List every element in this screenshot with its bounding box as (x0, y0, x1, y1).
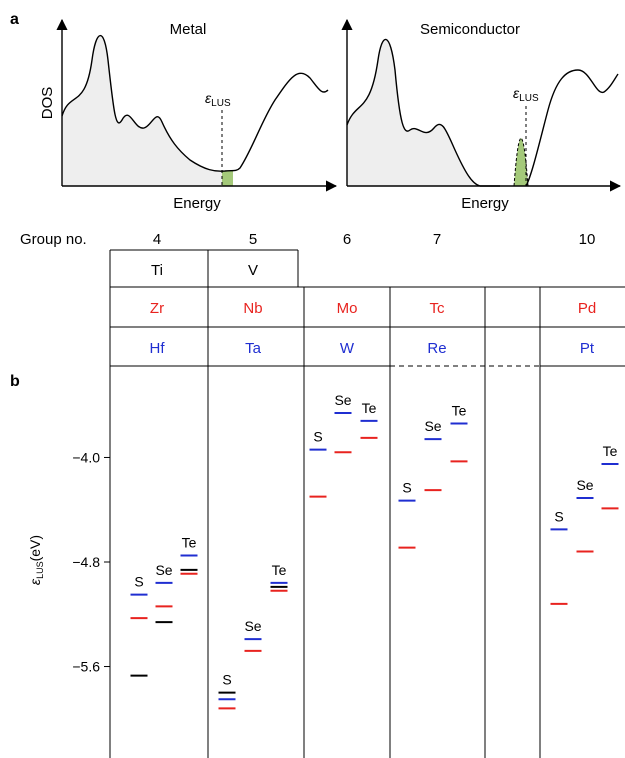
panel-b-label: b (10, 373, 20, 390)
chalcogen-label-7-s: S (402, 480, 411, 496)
chalcogen-label-5-s: S (222, 672, 231, 688)
metal-x-label: Energy (173, 195, 221, 212)
metal-dos-curve (61, 35, 329, 172)
element-cell-ti: Ti (151, 262, 163, 279)
chalcogen-label-10-s: S (554, 508, 563, 524)
element-cell-zr: Zr (150, 300, 164, 317)
group-header-6: 6 (343, 231, 351, 248)
element-cell-v: V (248, 262, 258, 279)
element-cell-re: Re (427, 340, 446, 357)
element-cell-nb: Nb (243, 300, 262, 317)
chalcogen-label-5-se: Se (244, 618, 261, 634)
element-table: Group no. 4 5 6 7 10 Ti V Zr Nb Mo Tc Pd Hf Ta W Re Pt (20, 231, 625, 758)
chalcogen-label-7-te: Te (452, 402, 467, 418)
semiconductor-dos-filled-area (347, 39, 480, 187)
chalcogen-label-7-se: Se (424, 418, 441, 434)
semiconductor-dos-plot: εLUS Semiconductor Energy (341, 18, 622, 212)
metal-dos-filled-area (62, 35, 222, 186)
metal-title: Metal (170, 21, 207, 38)
element-cell-tc: Tc (430, 300, 446, 317)
metal-y-label: DOS (39, 87, 56, 120)
element-cell-ta: Ta (245, 340, 262, 357)
chalcogen-label-6-se: Se (334, 392, 351, 408)
element-cell-mo: Mo (337, 300, 358, 317)
group-header-4: 4 (153, 231, 161, 248)
elus-y-label: εLUS(eV) (27, 535, 45, 585)
metal-dos-plot: εLUS Metal Energy DOS (39, 18, 338, 212)
y-tick-label: −4.0 (72, 449, 100, 465)
chalcogen-label-5-te: Te (272, 562, 287, 578)
element-cell-w: W (340, 340, 355, 357)
chalcogen-label-6-te: Te (362, 400, 377, 416)
element-cell-pt: Pt (580, 340, 595, 357)
chalcogen-label-4-se: Se (155, 562, 172, 578)
semiconductor-valence-curve (346, 38, 500, 187)
semiconductor-conduction-curve (525, 69, 619, 187)
semiconductor-gap-state (513, 137, 529, 187)
metal-elus-label: εLUS (205, 90, 231, 109)
chalcogen-label-10-te: Te (603, 443, 618, 459)
semiconductor-x-label: Energy (461, 195, 509, 212)
y-tick-label: −5.6 (72, 659, 100, 675)
metal-highlight-region (222, 171, 233, 186)
group-header-10: 10 (579, 231, 596, 248)
y-tick-label: −4.8 (72, 554, 100, 570)
chalcogen-label-4-te: Te (182, 534, 197, 550)
chalcogen-label-10-se: Se (576, 477, 593, 493)
group-header-5: 5 (249, 231, 257, 248)
group-header-7: 7 (433, 231, 441, 248)
element-cell-pd: Pd (578, 300, 596, 317)
semiconductor-title: Semiconductor (420, 21, 520, 38)
chalcogen-label-4-s: S (134, 574, 143, 590)
chalcogen-label-6-s: S (313, 429, 322, 445)
panel-a-label: a (10, 11, 19, 28)
elus-plot: −4.0 −4.8 −5.6 εLUS(eV) S Se Te S Se Te S Se Te S Se… (27, 366, 619, 758)
semiconductor-elus-label: εLUS (513, 85, 539, 104)
element-cell-hf: Hf (150, 340, 166, 357)
group-no-label: Group no. (20, 231, 87, 248)
